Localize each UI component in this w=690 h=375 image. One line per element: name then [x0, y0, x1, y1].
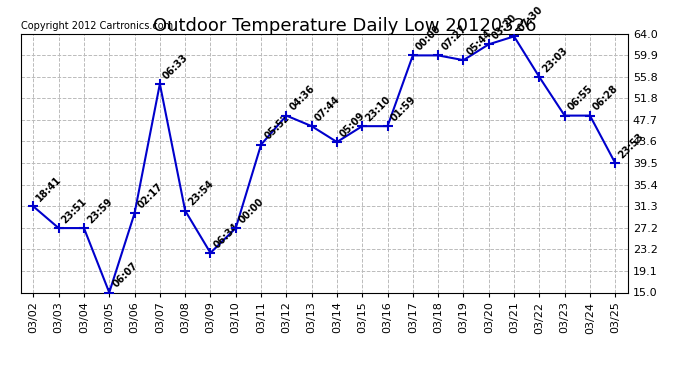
Text: 23:10: 23:10: [364, 94, 393, 123]
Text: 06:33: 06:33: [161, 52, 190, 81]
Text: 04:36: 04:36: [288, 84, 317, 113]
Text: 07:27: 07:27: [440, 24, 469, 52]
Text: 00:00: 00:00: [237, 196, 266, 225]
Text: 05:52: 05:52: [262, 113, 291, 142]
Text: 01:59: 01:59: [389, 94, 418, 123]
Text: Outdoor Temperature Daily Low 20120326: Outdoor Temperature Daily Low 20120326: [153, 17, 537, 35]
Text: 18:41: 18:41: [34, 175, 63, 204]
Text: 23:59: 23:59: [86, 196, 115, 225]
Text: 05:44: 05:44: [465, 28, 494, 57]
Text: 07:30: 07:30: [515, 4, 544, 34]
Text: 06:07: 06:07: [110, 261, 139, 290]
Text: 23:03: 23:03: [541, 45, 570, 74]
Text: 23:53: 23:53: [617, 131, 646, 160]
Text: Copyright 2012 Cartronics.com: Copyright 2012 Cartronics.com: [21, 21, 172, 31]
Text: 06:55: 06:55: [566, 84, 595, 113]
Text: 23:51: 23:51: [60, 196, 89, 225]
Text: 05:09: 05:09: [338, 110, 367, 139]
Text: 03:20: 03:20: [490, 12, 519, 42]
Text: 07:44: 07:44: [313, 94, 342, 123]
Text: 00:00: 00:00: [414, 24, 443, 52]
Text: 02:17: 02:17: [136, 182, 165, 210]
Text: 23:54: 23:54: [186, 179, 215, 208]
Text: 06:28: 06:28: [591, 84, 620, 113]
Text: 06:34: 06:34: [212, 221, 241, 250]
